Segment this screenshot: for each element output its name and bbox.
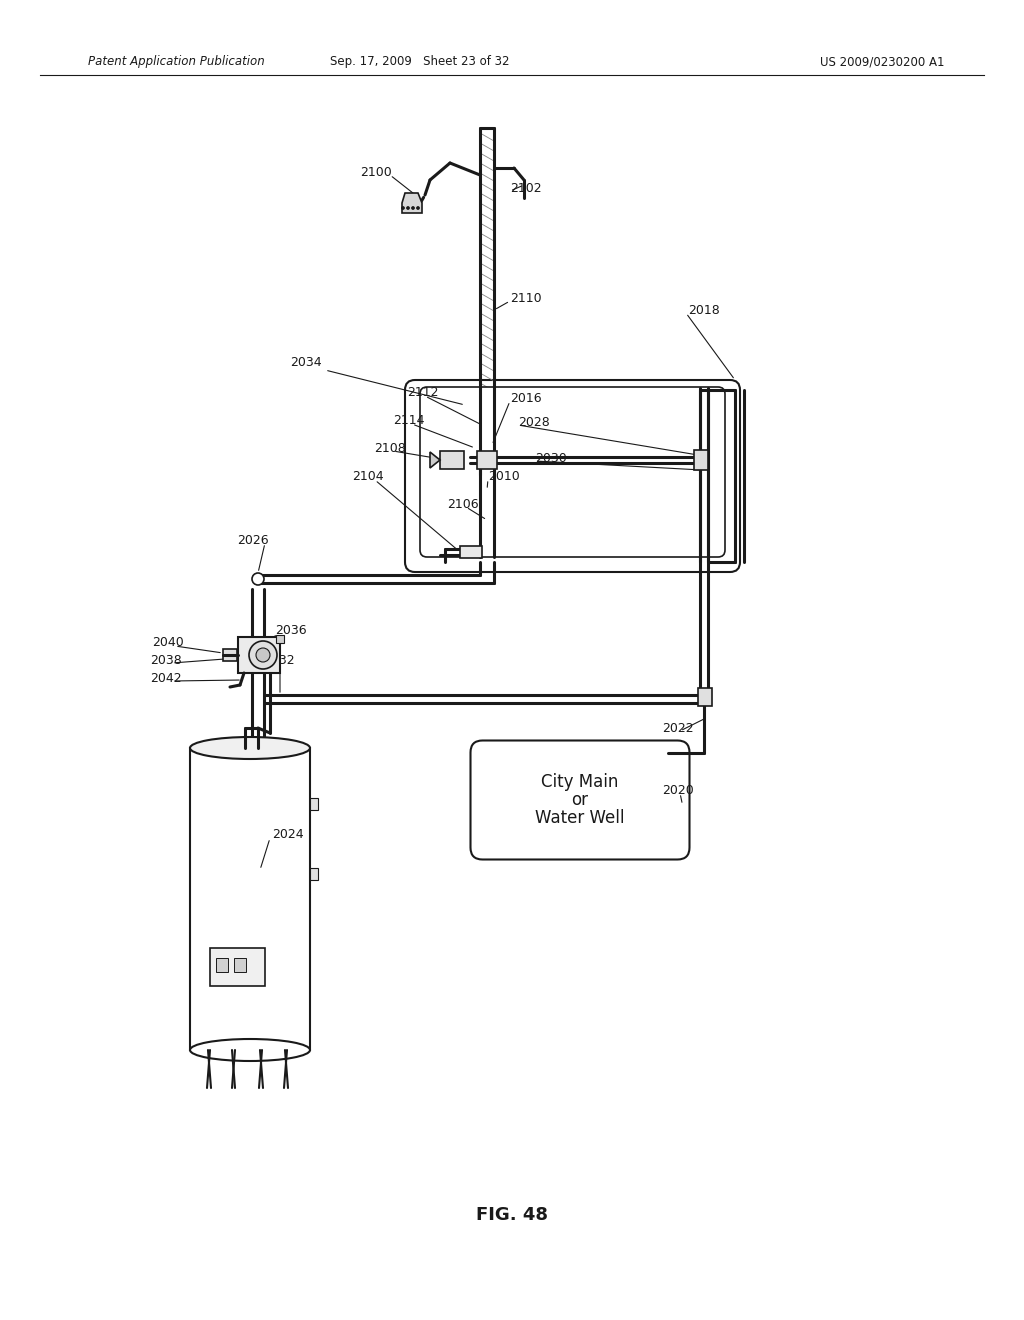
Circle shape <box>256 648 270 663</box>
Text: 2038: 2038 <box>150 653 181 667</box>
Bar <box>223 649 237 661</box>
Text: 2108: 2108 <box>374 441 406 454</box>
Text: 2020: 2020 <box>662 784 693 796</box>
Circle shape <box>417 206 420 210</box>
Polygon shape <box>430 451 440 469</box>
Text: 2034: 2034 <box>290 355 322 368</box>
Text: 2016: 2016 <box>510 392 542 404</box>
Text: 2114: 2114 <box>393 413 425 426</box>
FancyBboxPatch shape <box>406 380 740 572</box>
Bar <box>310 799 318 810</box>
Circle shape <box>412 206 415 210</box>
Ellipse shape <box>190 1039 310 1061</box>
Text: FIG. 48: FIG. 48 <box>476 1206 548 1224</box>
Text: 2112: 2112 <box>407 385 438 399</box>
Bar <box>238 638 280 673</box>
Ellipse shape <box>190 737 310 759</box>
Text: 2036: 2036 <box>275 623 306 636</box>
Text: 2040: 2040 <box>152 636 183 649</box>
Text: 2024: 2024 <box>272 829 304 842</box>
Text: 2042: 2042 <box>150 672 181 685</box>
Circle shape <box>249 642 278 669</box>
Bar <box>694 450 708 470</box>
Circle shape <box>252 573 264 585</box>
Bar <box>698 688 712 706</box>
Bar <box>234 958 246 972</box>
Text: 2026: 2026 <box>237 533 268 546</box>
Text: 2030: 2030 <box>535 451 566 465</box>
Text: US 2009/0230200 A1: US 2009/0230200 A1 <box>820 55 944 69</box>
Text: 2106: 2106 <box>447 498 478 511</box>
Circle shape <box>407 206 410 210</box>
Bar <box>190 748 310 1049</box>
Circle shape <box>401 206 404 210</box>
Bar <box>310 869 318 880</box>
Text: 2100: 2100 <box>360 165 392 178</box>
Text: 2010: 2010 <box>488 470 520 483</box>
Bar <box>216 958 228 972</box>
Text: 2022: 2022 <box>662 722 693 734</box>
Text: or: or <box>571 791 589 809</box>
Text: Water Well: Water Well <box>536 809 625 828</box>
FancyBboxPatch shape <box>470 741 689 859</box>
Text: 2018: 2018 <box>688 304 720 317</box>
FancyBboxPatch shape <box>420 387 725 557</box>
Text: 2032: 2032 <box>263 655 295 668</box>
Text: 2104: 2104 <box>352 470 384 483</box>
Text: 2102: 2102 <box>510 181 542 194</box>
Bar <box>460 546 482 558</box>
Text: 2028: 2028 <box>518 416 550 429</box>
Text: 2110: 2110 <box>510 292 542 305</box>
Text: City Main: City Main <box>542 774 618 791</box>
Bar <box>440 451 464 469</box>
Polygon shape <box>402 193 422 213</box>
Bar <box>477 451 497 469</box>
Text: Sep. 17, 2009   Sheet 23 of 32: Sep. 17, 2009 Sheet 23 of 32 <box>331 55 510 69</box>
Bar <box>276 635 284 643</box>
Bar <box>210 948 265 986</box>
Text: Patent Application Publication: Patent Application Publication <box>88 55 265 69</box>
